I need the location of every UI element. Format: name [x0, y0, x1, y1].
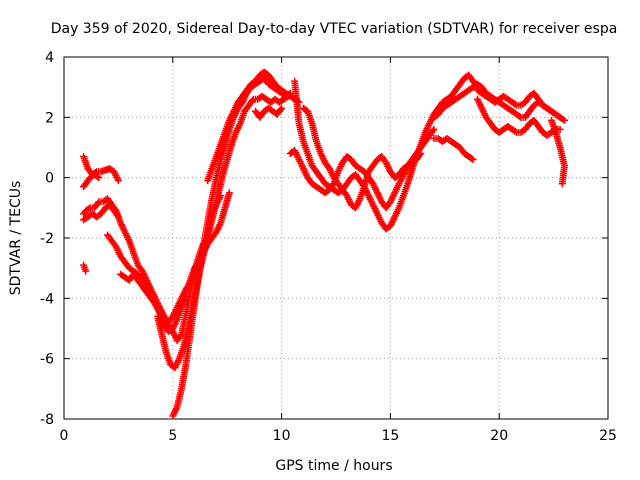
x-tick-label: 25 [599, 428, 617, 444]
data-point [468, 155, 476, 163]
series-track-17 [473, 95, 564, 139]
series-track-11 [251, 104, 286, 121]
series-track-15 [430, 134, 477, 164]
series-track-9 [169, 74, 294, 420]
data-point [113, 211, 121, 219]
data-point [416, 151, 424, 159]
data-point [560, 116, 568, 124]
y-tick-label: 0 [45, 171, 54, 187]
x-tick-label: 15 [381, 428, 399, 444]
x-axis-label: GPS time / hours [275, 458, 392, 474]
x-tick-label: 0 [60, 428, 69, 444]
y-tick-label: -2 [40, 231, 54, 247]
y-tick-label: -6 [40, 352, 54, 368]
data-point [558, 180, 566, 188]
data-point [85, 205, 93, 213]
data-points [80, 68, 568, 420]
data-point [114, 213, 122, 221]
series-track-14 [299, 104, 425, 212]
data-point [93, 173, 101, 181]
data-point [516, 112, 524, 120]
y-tick-label: 4 [45, 50, 54, 66]
chart-title: Day 359 of 2020, Sidereal Day-to-day VTE… [51, 21, 618, 37]
series-track-18 [473, 86, 564, 121]
data-point [95, 174, 103, 182]
data-point [225, 189, 233, 197]
x-tick-label: 5 [168, 428, 177, 444]
data-point [417, 150, 425, 158]
data-point [556, 125, 564, 133]
data-point [556, 113, 564, 121]
y-tick-label: 2 [45, 110, 54, 126]
data-point [82, 267, 90, 275]
data-point [329, 181, 337, 189]
y-tick-label: -8 [40, 412, 54, 428]
y-tick-label: -4 [40, 291, 54, 307]
series-track-2 [80, 171, 103, 191]
series-track-5 [80, 261, 90, 275]
data-point [278, 104, 286, 112]
data-point [469, 156, 477, 164]
series-track-10 [204, 68, 303, 185]
data-point [277, 106, 285, 114]
y-axis-label: SDTVAR / TECUs [8, 181, 24, 296]
series-track-4 [80, 201, 122, 224]
series-track-19 [547, 116, 568, 188]
data-point [114, 177, 122, 185]
axis-ticks: 0 5 10 15 20 25 -8 -6 -4 -2 0 2 4 [40, 50, 617, 444]
data-point [430, 125, 438, 133]
data-point [94, 199, 102, 207]
x-tick-label: 20 [490, 428, 508, 444]
data-point [429, 127, 437, 135]
x-tick-label: 10 [273, 428, 291, 444]
data-point [248, 97, 256, 105]
data-point [511, 127, 519, 135]
data-point [555, 112, 563, 120]
data-point [511, 100, 519, 108]
